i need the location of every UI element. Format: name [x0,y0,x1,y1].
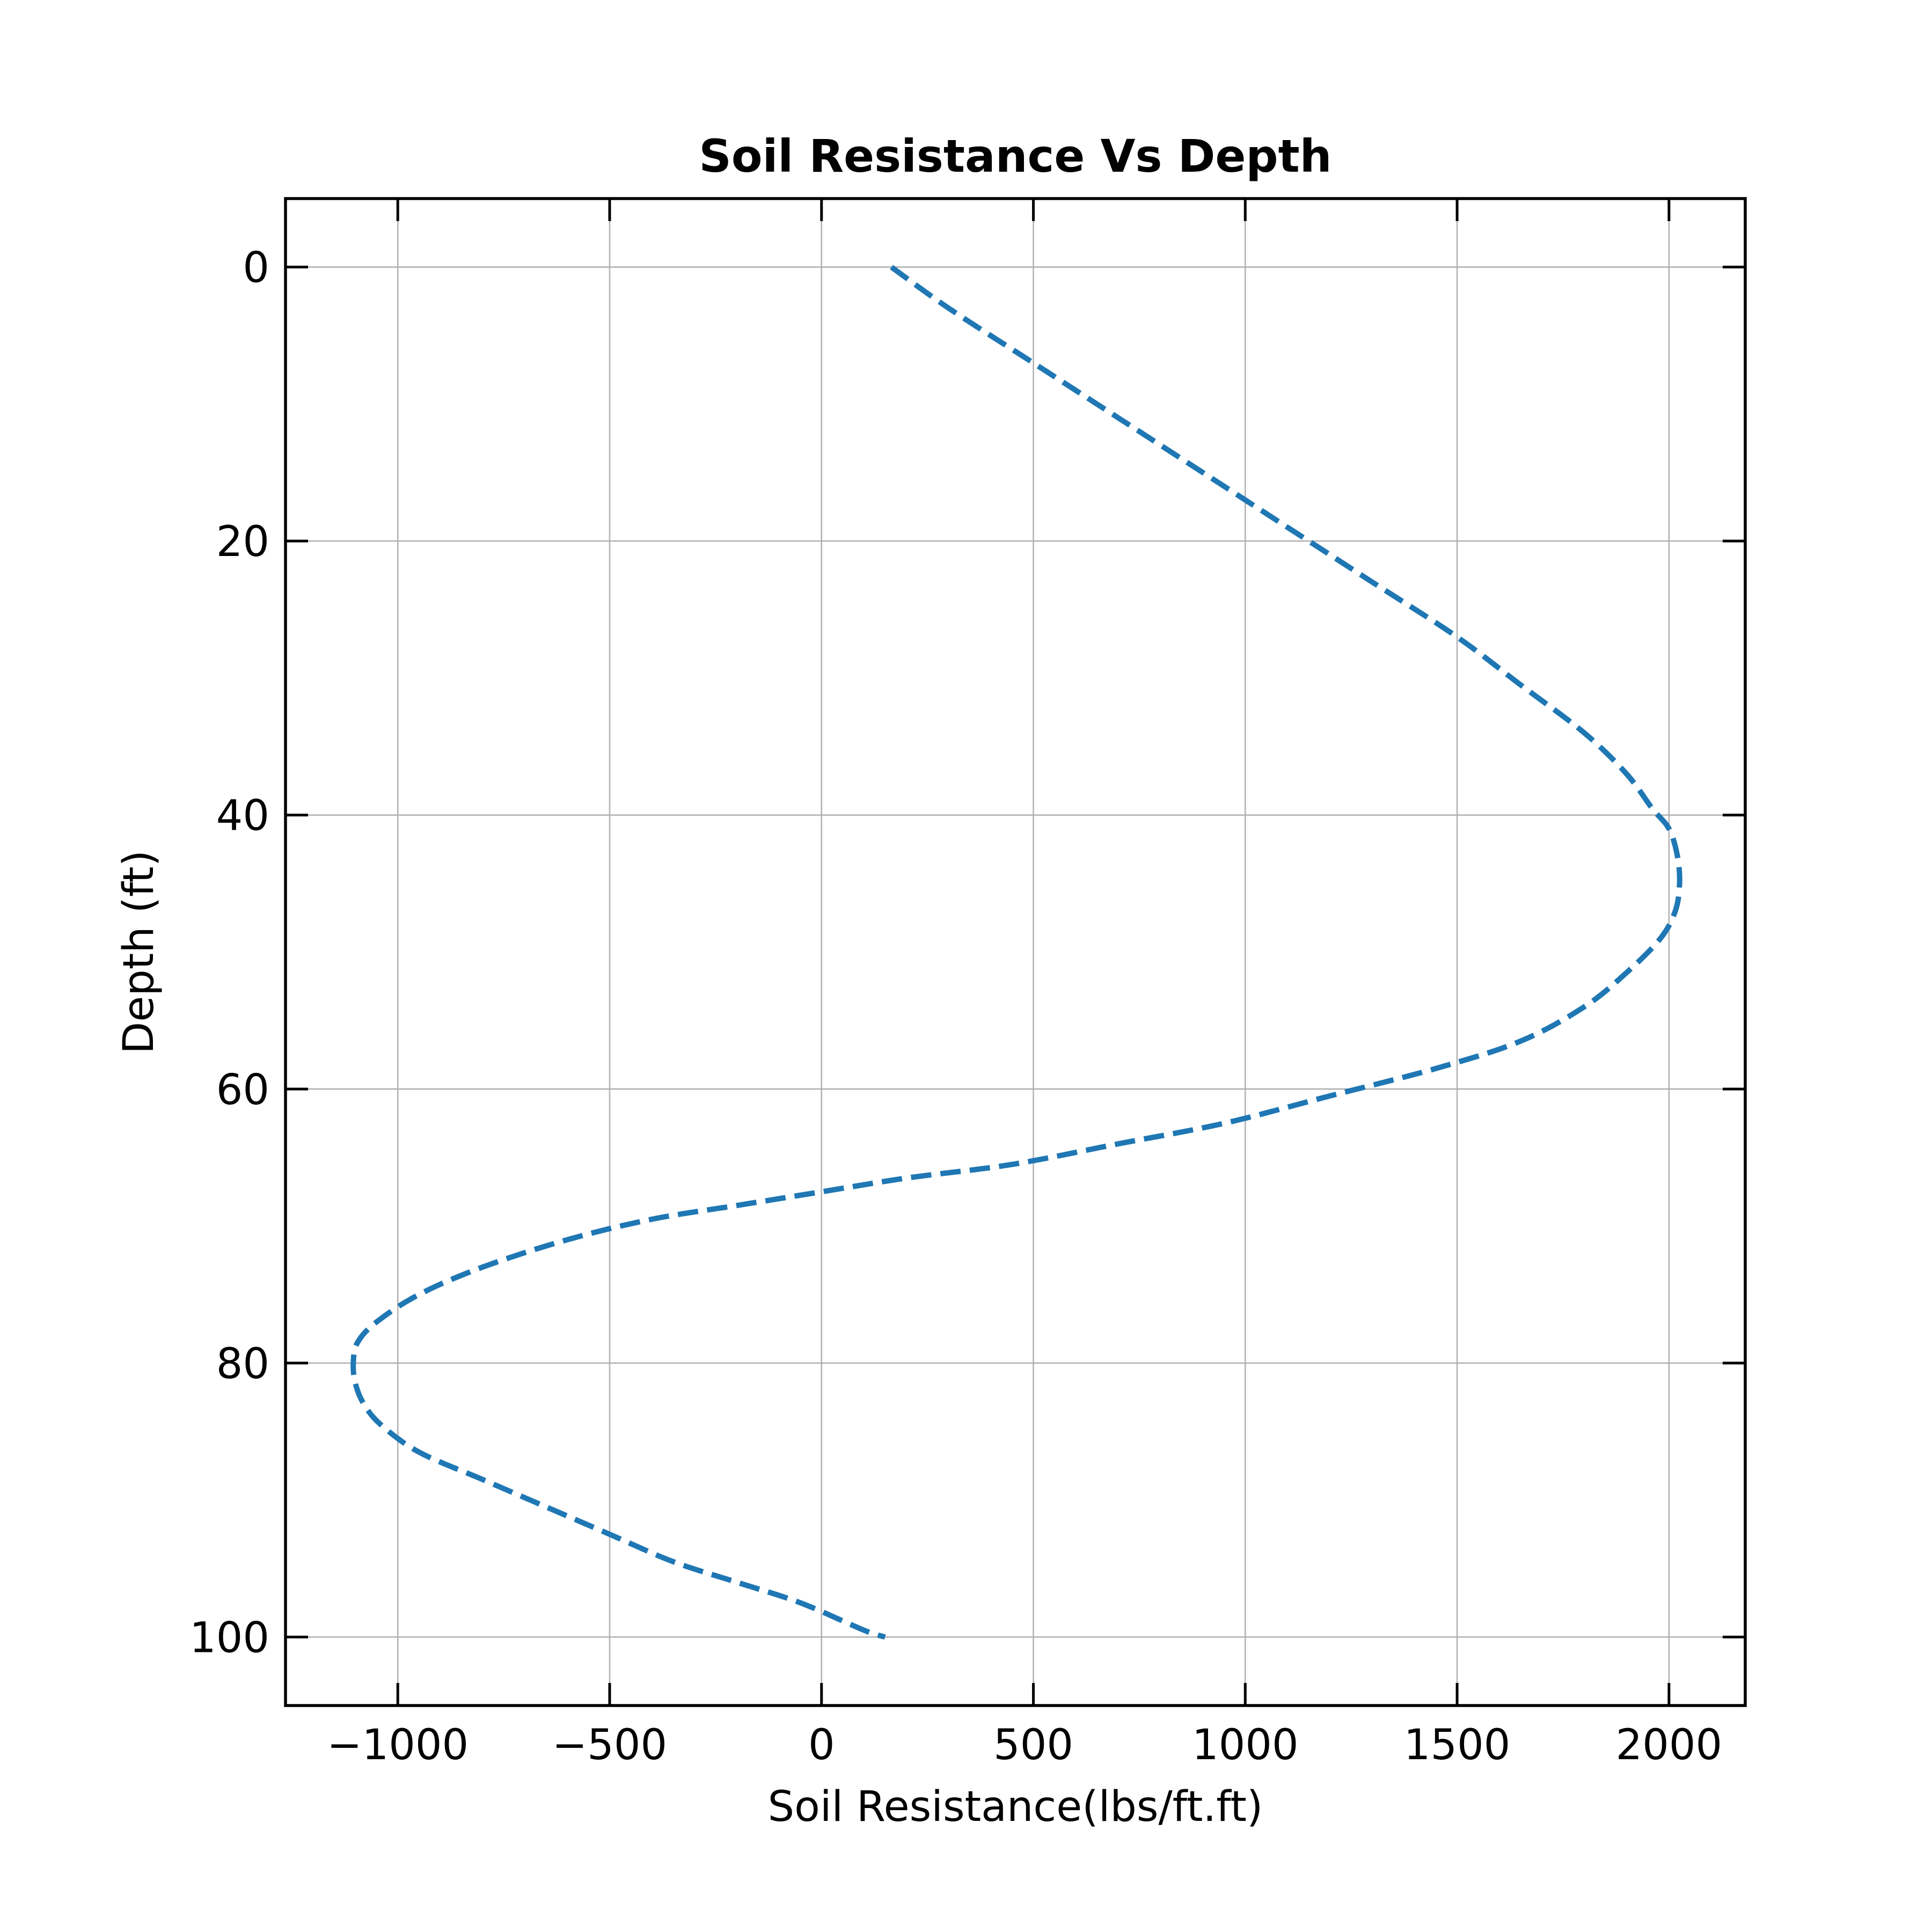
x-tick-label: −1000 [327,1721,469,1769]
series-layer [350,265,1682,1640]
y-tick-label: 60 [216,1066,269,1114]
ticks: −1000 −500 0 500 1000 1500 2000 0 20 40 60 80 100 [189,199,1745,1769]
y-tick-label: 80 [216,1340,269,1388]
x-axis-label: Soil Resistance(lbs/ft.ft) [768,1783,1263,1831]
x-tick-label: 500 [993,1721,1073,1769]
y-tick-label: 20 [216,518,269,566]
plot-frame [284,197,1747,1707]
grid [286,199,1745,1706]
y-tick-label: 40 [216,792,269,840]
y-tick-label: 0 [243,244,269,292]
x-tick-label: 1500 [1404,1721,1511,1769]
y-axis-label: Depth (ft) [115,850,163,1054]
x-tick-label: 0 [808,1721,835,1769]
y-tick-label: 100 [189,1614,269,1662]
x-tick-label: 1000 [1192,1721,1299,1769]
chart-title: Soil Resistance Vs Depth [699,130,1331,182]
x-tick-label: 2000 [1616,1721,1723,1769]
x-tick-label: −500 [552,1721,667,1769]
series-line [350,265,1682,1640]
